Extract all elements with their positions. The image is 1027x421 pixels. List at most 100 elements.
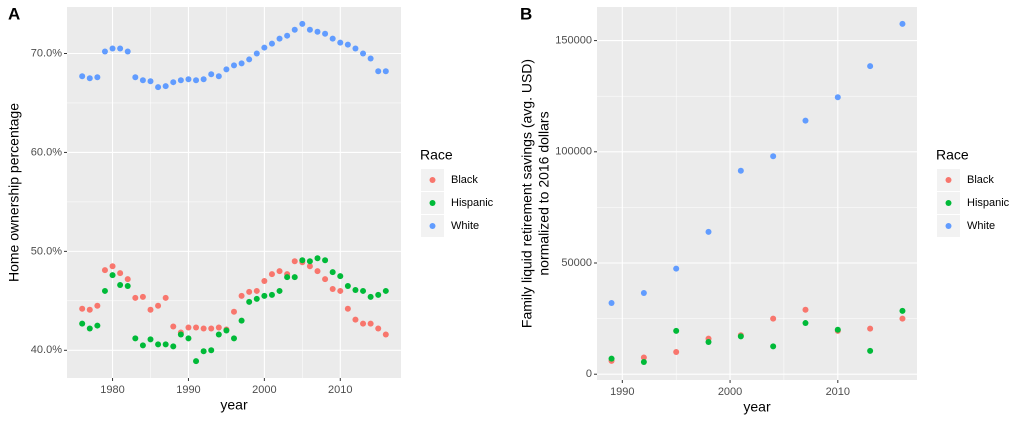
point [337,273,344,280]
point [231,62,237,69]
point [261,278,268,285]
point [802,306,809,313]
point [109,272,116,279]
point [737,167,744,174]
point [246,298,253,305]
point [79,305,86,312]
point [329,285,336,292]
x-tick-label: 2000 [718,386,742,398]
point [185,324,192,331]
point [208,347,215,354]
point [193,77,200,84]
legend-label: White [967,220,995,232]
point [261,44,268,51]
point [162,294,169,301]
point [246,56,253,63]
point [124,282,131,289]
point [899,307,906,314]
point [322,276,329,283]
point [337,39,344,46]
point [360,50,367,57]
point [101,48,108,55]
point [208,71,215,78]
panel-label: B [520,4,532,23]
panel-label: A [8,4,20,23]
point [101,287,108,294]
legend-marker [945,177,952,183]
point [132,294,139,301]
point [314,28,321,35]
point [86,75,93,82]
point [705,228,712,235]
point [802,117,809,124]
y-axis-title: Family liquid retirement savings (avg. U… [519,59,535,328]
point [737,333,744,340]
point [253,295,260,302]
point [640,354,647,361]
point [367,293,374,300]
y-tick-label: 0 [586,368,592,380]
point [705,338,712,345]
point [117,270,124,277]
point [253,50,260,57]
point [375,68,382,75]
point [86,325,93,332]
point [867,63,874,70]
point [238,60,245,67]
point [367,320,374,327]
point [276,287,283,294]
point [640,358,647,365]
point [284,274,291,281]
point [261,292,268,299]
point [94,322,101,329]
point [608,355,615,362]
point [276,35,283,42]
point [208,325,215,332]
point [834,94,841,101]
point [238,292,245,299]
point [867,347,874,354]
point [193,358,200,365]
point [770,343,777,350]
point [899,315,906,322]
point [124,276,131,283]
point [185,76,192,83]
point [834,326,841,333]
point [139,77,146,84]
point [322,257,329,264]
point [673,348,680,355]
point [223,66,230,73]
legend-marker [945,200,952,206]
point [155,84,162,91]
point [238,317,245,324]
point [200,325,207,332]
x-axis-title: year [743,399,771,415]
y-axis-title: Home ownership percentage [6,103,22,282]
legend-title: Race [936,147,969,163]
point [314,255,321,262]
point [329,35,336,42]
point [177,77,184,84]
point [375,291,382,298]
point [200,348,207,355]
point [306,258,313,265]
point [117,282,124,289]
point [79,320,86,327]
point [899,20,906,27]
point [246,288,253,295]
point [79,73,86,80]
point [170,323,177,330]
point [344,305,351,312]
legend-label: Hispanic [967,197,1010,209]
y-tick-label: 50000 [561,257,592,269]
point [231,308,237,315]
legend-marker [429,200,436,206]
point [306,263,313,270]
point [291,274,298,281]
point [299,257,306,264]
point [155,341,162,348]
point [200,76,207,83]
point [344,41,351,48]
point [367,55,374,62]
point [640,290,647,297]
